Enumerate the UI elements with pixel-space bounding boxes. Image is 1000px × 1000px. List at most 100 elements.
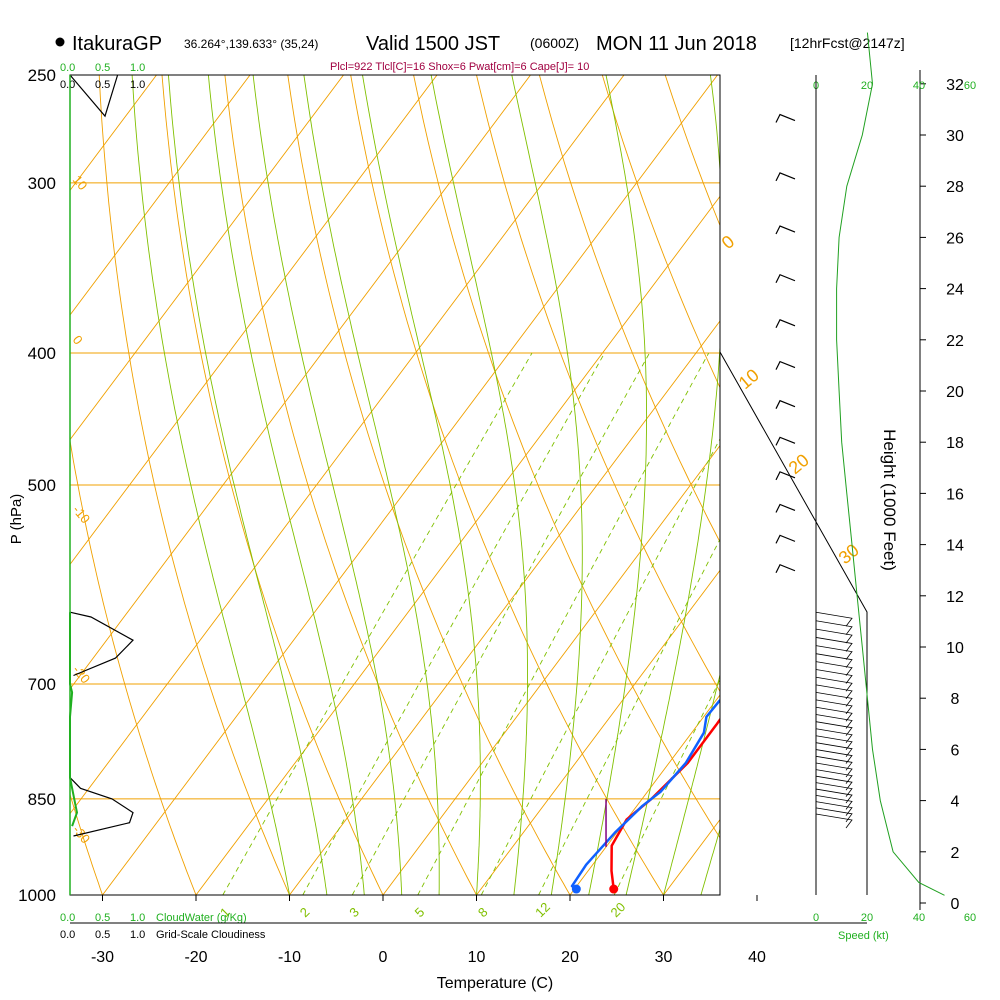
- ws-scale-b2: 40: [913, 912, 925, 924]
- mixing-ratio-line: [222, 352, 533, 895]
- wind-barb-icon: [815, 653, 853, 668]
- wind-barb-icon: [815, 769, 853, 784]
- moist-adiabat-line: [625, 75, 720, 895]
- surface-dewpoint-point: [571, 884, 581, 894]
- moist-adiabat-line: [167, 75, 328, 895]
- wind-barb-icon: [775, 563, 796, 574]
- height-tick-label: 32: [946, 77, 964, 94]
- cloudiness-scale-top: 0.0 0.5 1.0: [60, 79, 145, 91]
- dry-adiabat-line: [601, 75, 720, 389]
- ws-scale-b3: 60: [964, 912, 976, 924]
- wind-barb-icon: [775, 172, 796, 182]
- dry-adiabat-line: [224, 75, 477, 895]
- height-tick-label: 14: [946, 538, 964, 555]
- wind-barb-icon: [815, 762, 853, 778]
- dry-adiabat-line: [917, 75, 1000, 895]
- wind-barb-icon: [775, 360, 796, 370]
- dry-adiabat-line: [70, 438, 197, 895]
- mixing-ratio-line: [480, 437, 720, 895]
- wind-barb-icon: [815, 661, 853, 676]
- wind-barb-icon: [815, 684, 853, 700]
- ws-scale-1: 20: [861, 80, 873, 92]
- isotherm-line: [102, 75, 718, 895]
- cloud-water-scale-bottom: 0.0 0.5 1.0 CloudWater (g/Kg): [60, 912, 247, 924]
- dry-adiabat-label: -20: [70, 662, 94, 686]
- cw-scale-1: 0.5: [95, 62, 110, 74]
- isotherm-line: [195, 195, 720, 895]
- dry-adiabat-line: [413, 75, 720, 839]
- mixing-ratio-line: [417, 352, 710, 895]
- wind-barb-icon: [815, 699, 853, 715]
- wind-barb-icon: [815, 775, 853, 791]
- mixing-ratio-line: [538, 538, 720, 895]
- p-tick-label: 500: [28, 476, 56, 495]
- cloud-water-curve: [69, 612, 79, 827]
- y-axis-label: P (hPa): [8, 494, 25, 545]
- dry-adiabat-line: [476, 75, 720, 693]
- height-tick-label: 22: [946, 333, 964, 350]
- dry-adiabat-line: [350, 75, 664, 895]
- height-tick-label: 18: [946, 435, 964, 452]
- dry-adiabat-line: [538, 75, 720, 543]
- isotherm-line: [70, 75, 251, 316]
- wind-region-boundary: [719, 351, 868, 895]
- x-tick-label: 30: [655, 949, 673, 966]
- cloudiness-curve: [69, 777, 134, 837]
- height-tick-label: 30: [946, 128, 964, 145]
- wind-barb-icon: [815, 742, 853, 757]
- wind-barb-icon: [815, 749, 853, 764]
- wind-barb-icon: [815, 637, 853, 652]
- height-tick-label: 28: [946, 179, 964, 196]
- station-marker-icon: [55, 37, 65, 47]
- height-tick-label: 24: [946, 282, 964, 299]
- moist-adiabat-line: [511, 75, 583, 895]
- isotherm-line: [851, 75, 1000, 895]
- cloudiness-curve: [69, 74, 119, 118]
- wind-barb-icon: [815, 620, 853, 636]
- ws-scale-b1: 20: [861, 912, 873, 924]
- cw-scale-b1: 0.5: [95, 912, 110, 924]
- wind-speed-scale-top: 0 20 40 60: [813, 80, 976, 92]
- cloud-water-label: CloudWater (g/Kg): [156, 912, 247, 924]
- cl-scale-2: 1.0: [130, 79, 145, 91]
- station-coords: 36.264°,139.633° (35,24): [184, 37, 318, 51]
- p-tick-label: 700: [28, 675, 56, 694]
- wind-barb-icon: [815, 676, 853, 692]
- isotherm-line: [757, 75, 1000, 895]
- cloudiness-label: Grid-Scale Cloudiness: [156, 929, 266, 941]
- moist-adiabat-line: [430, 75, 528, 895]
- valid-time: Valid 1500 JST: [366, 33, 500, 55]
- wind-barb-icon: [815, 669, 853, 684]
- wind-barb-icon: [815, 728, 853, 744]
- isotherm-line: [70, 75, 344, 441]
- moist-adiabat-line: [131, 75, 290, 895]
- wind-panel: [70, 32, 945, 924]
- cloud-water-scale-top: 0.0 0.5 1.0: [60, 62, 145, 74]
- x-tick-label: 0: [379, 949, 388, 966]
- isotherm-line: [289, 320, 720, 895]
- stability-indices: Plcl=922 Tlcl[C]=16 Shox=6 Pwat[cm]=6 Ca…: [330, 61, 589, 73]
- valid-date: MON 11 Jun 2018: [596, 33, 757, 55]
- cl-scale-b1: 0.5: [95, 929, 110, 941]
- height-tick-label: 20: [946, 384, 964, 401]
- dry-adiabat-line: [980, 75, 1000, 895]
- cw-scale-0: 0.0: [60, 62, 75, 74]
- mixing-ratio-line: [351, 352, 650, 895]
- height-tick-label: 16: [946, 486, 964, 503]
- wind-barb-icon: [775, 399, 796, 409]
- moist-adiabat-label: 30: [835, 540, 863, 568]
- p-tick-label: 850: [28, 790, 56, 809]
- cloudiness-curve: [69, 611, 134, 677]
- isotherm-line: [382, 444, 720, 895]
- height-tick-label: 0: [951, 896, 960, 913]
- wind-barb-icon: [775, 534, 796, 544]
- mixing-ratio-line: [613, 678, 720, 895]
- wind-barb-icon: [775, 471, 796, 481]
- height-tick-label: 2: [951, 845, 960, 862]
- mixing-ratio-label: 8: [475, 904, 491, 920]
- dewpoint-curve: [570, 698, 720, 891]
- moist-adiabat-line: [663, 672, 720, 895]
- mixing-ratio-line: [302, 352, 605, 895]
